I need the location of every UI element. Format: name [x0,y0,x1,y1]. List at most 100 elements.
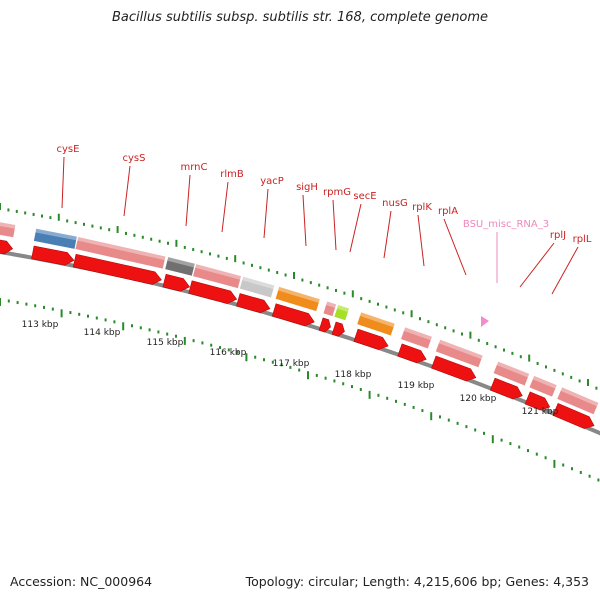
leader-line [61,156,65,209]
cds-arrow [236,293,271,314]
scale-label: 118 kbp [335,370,372,380]
gene-label: mrnC [181,162,208,173]
feature-band-rect [435,339,484,369]
gene-labels: cysE cysS mrnC rlmB yacP sigH rpmG secE nusG rplK… [57,144,592,245]
feature-band [322,300,337,317]
cds-arrow-shape [524,391,551,411]
cds-arrow-shape [431,355,477,382]
feature-band-rect [0,221,17,238]
feature-band-highlight [277,286,321,303]
leader-line [221,181,229,233]
backbone-line [0,249,600,436]
feature-band-highlight [438,339,484,360]
cds-arrow [72,253,162,285]
feature-band [356,311,396,337]
feature-band-rect [492,360,530,387]
gene-label: BSU_misc_RNA_3 [463,219,549,230]
feature-band-highlight [167,256,196,268]
cds-arrow [318,317,331,333]
cds-arrow [331,321,345,337]
leader-line [185,174,191,227]
map-title: Bacillus subtilis subsp. subtilis str. 1… [111,10,489,25]
cds-arrow-shape [72,253,162,285]
leader-line [349,203,362,253]
feature-band [192,263,242,289]
leader-line [519,242,555,288]
accession-text: Accession: NC_000964 [10,574,153,589]
cds-arrow-shape [331,321,345,337]
leader-line [123,165,131,217]
cds-arrows [0,239,595,429]
feature-band-highlight [560,387,599,407]
cds-arrow-shape [0,239,14,255]
cds-arrow [162,273,191,292]
scale-label: 113 kbp [22,320,59,330]
feature-band-rect [356,311,396,337]
cds-arrow [431,355,477,382]
feature-band-highlight [194,263,242,280]
misc-rna-marker [481,316,489,327]
gene-label: sigH [296,182,318,193]
scale-label: 117 kbp [273,359,310,369]
cds-arrow-shape [489,377,523,400]
feature-band-rect [333,304,350,322]
outer-tick-track [0,203,598,390]
gene-label: cysE [57,144,80,155]
leader-line [332,199,337,251]
feature-band [74,236,167,270]
feature-band [33,228,78,250]
gene-label: rlmB [220,169,244,180]
cds-arrow-shape [318,317,331,333]
feature-band-rect [322,300,337,317]
feature-band-rect [400,326,433,350]
cds-arrow-shape [236,293,271,314]
leader-line [443,218,467,276]
cds-arrow-shape [162,273,191,292]
cds-arrow [489,377,523,400]
cds-arrow [271,303,315,327]
feature-band [400,326,433,350]
leader-line [263,188,269,239]
scale-label: 120 kbp [460,394,497,404]
feature-band-highlight [77,236,166,261]
feature-band-highlight [532,375,558,389]
cds-arrow-shape [271,303,315,327]
leader-line [551,246,579,295]
inner-scale-track [0,298,600,482]
gene-label: rplA [438,206,458,217]
feature-bands [0,221,600,416]
feature-band-rect [164,256,196,277]
feature-band-rect [192,263,242,289]
feature-band [528,375,558,398]
topology-summary: Topology: circular; Length: 4,215,606 bp… [245,574,589,589]
cds-arrow-shape [397,343,427,364]
feature-band-rect [274,286,321,312]
feature-band [492,360,530,387]
leader-line [302,194,307,247]
cds-arrow [397,343,427,364]
cds-arrow-shape [353,328,389,350]
scale-labels: 113 kbp 114 kbp 115 kbp 116 kbp 117 kbp 118 k… [22,320,559,417]
cds-arrow [31,245,75,266]
scale-label: 114 kbp [84,328,121,338]
feature-band [435,339,484,369]
leader-line [417,214,425,267]
gene-label: cysS [123,153,146,164]
feature-band [239,275,276,299]
feature-band-highlight [35,228,78,241]
label-leaders [61,156,579,295]
feature-band-highlight [336,304,350,313]
cds-arrow [353,328,389,350]
gene-label: rplK [412,202,432,213]
scale-label: 116 kbp [210,348,247,358]
cds-arrow [552,403,595,429]
feature-band-highlight [359,312,396,328]
feature-band [556,386,600,416]
cds-arrow [524,391,551,411]
feature-band [333,304,350,322]
cds-arrow-shape [188,280,238,304]
feature-band-highlight [403,326,433,341]
feature-band-highlight [496,361,530,378]
feature-band-rect [239,275,276,299]
